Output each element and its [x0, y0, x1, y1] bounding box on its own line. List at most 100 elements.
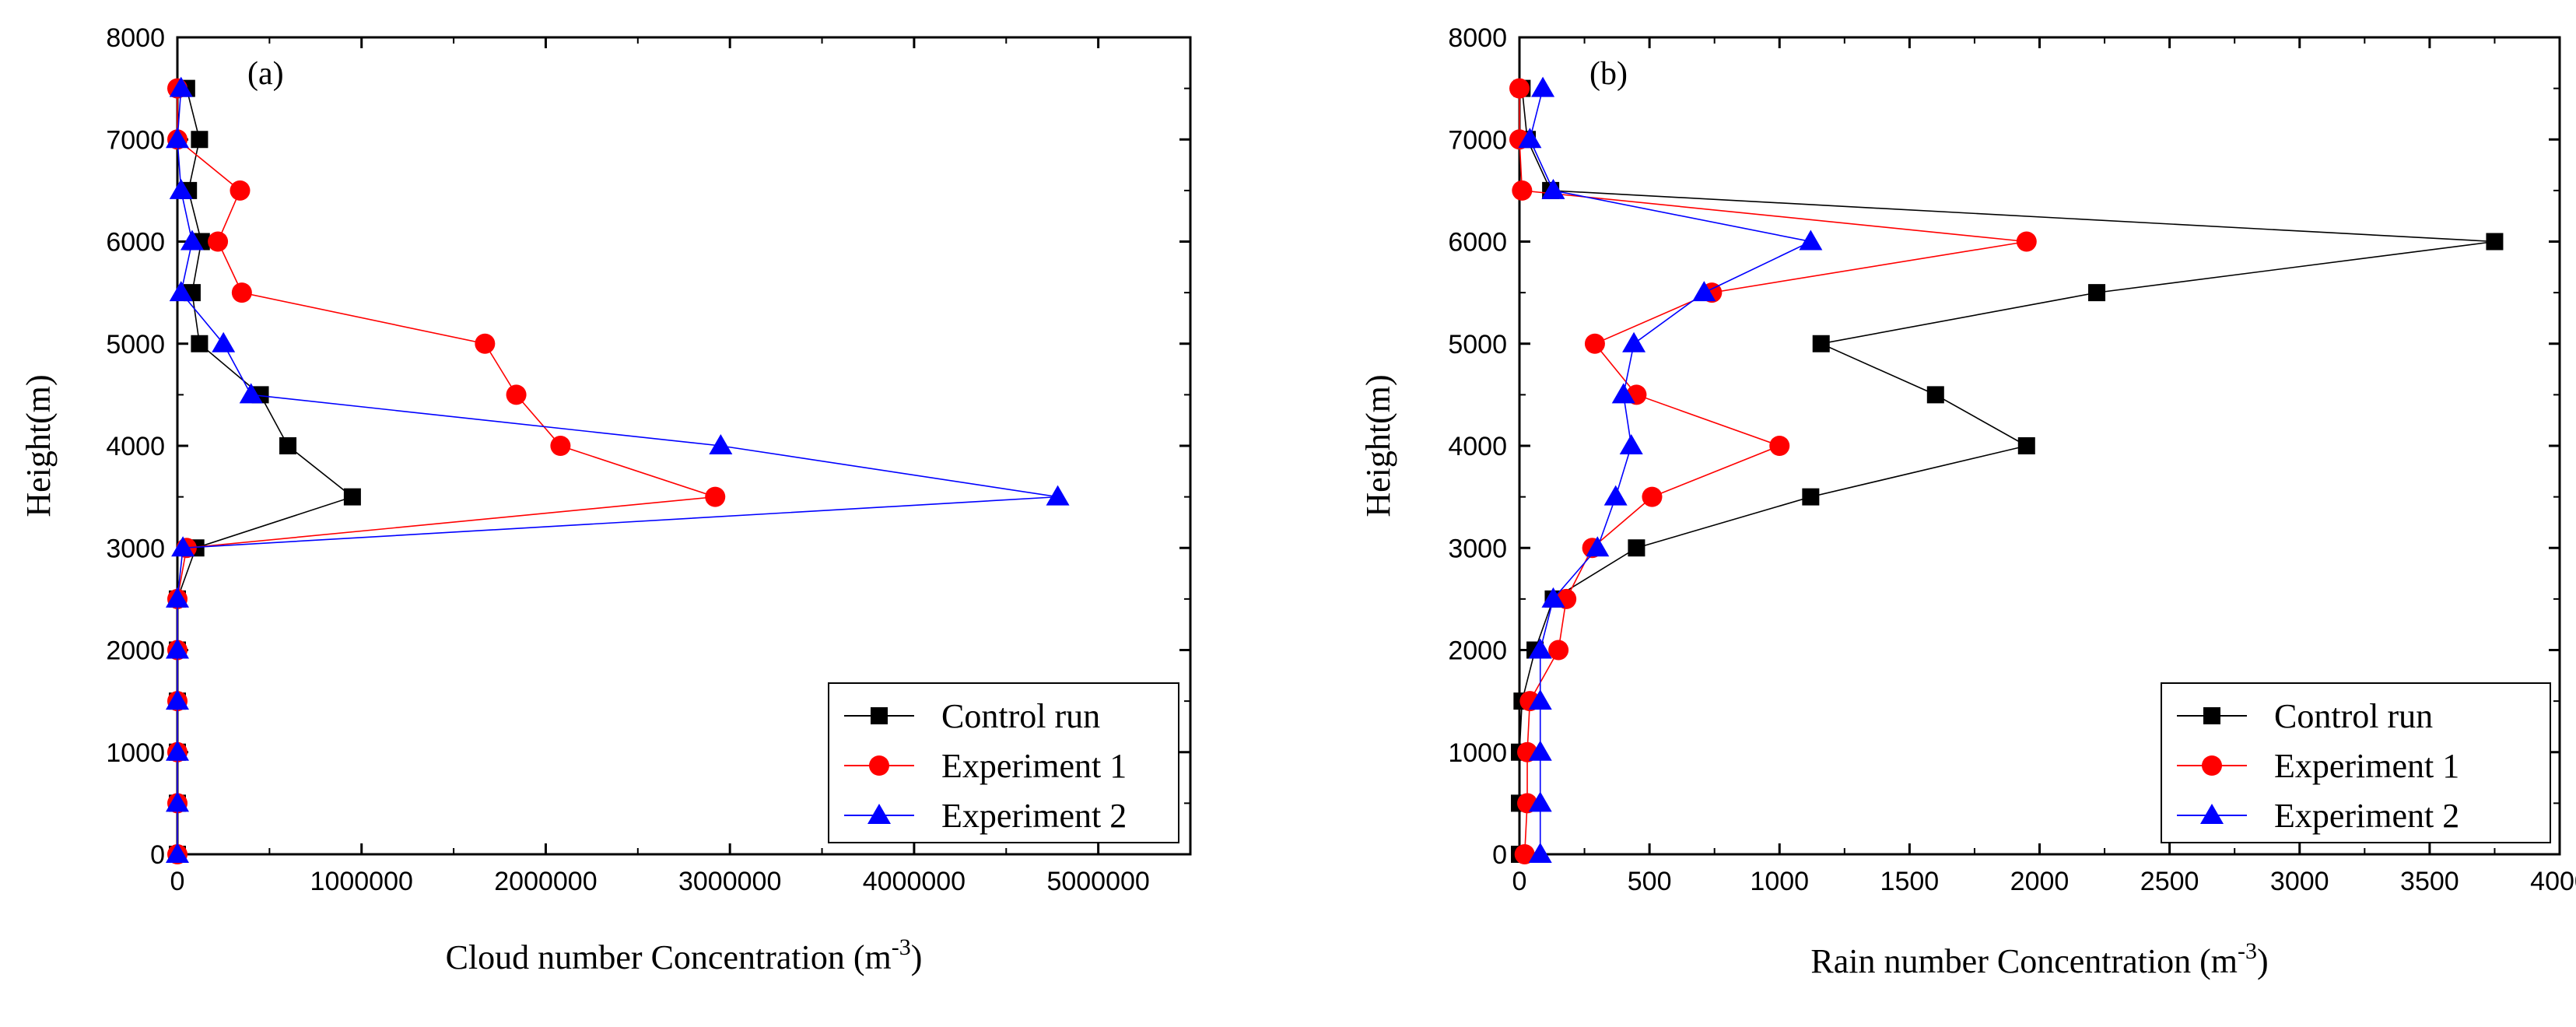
x-axis-title: Cloud number Concentration (m-3) [446, 934, 923, 976]
x-tick-label: 500 [1628, 867, 1672, 896]
y-tick-label: 5000 [106, 330, 165, 359]
data-point [1769, 436, 1790, 456]
x-tick-label: 2500 [2140, 867, 2199, 896]
data-point [1619, 434, 1643, 454]
data-point [166, 791, 189, 812]
x-tick-label: 1000000 [310, 867, 413, 896]
series-line [1519, 88, 2027, 855]
data-point [1528, 791, 1552, 812]
data-point [705, 486, 726, 507]
series-experiment-1 [1509, 78, 2037, 864]
y-tick-label: 7000 [106, 125, 165, 155]
data-point [166, 128, 189, 149]
data-point [1046, 485, 1070, 506]
y-tick-label: 2000 [106, 636, 165, 666]
data-point [1603, 485, 1628, 506]
legend-item: Experiment 2 [844, 797, 1127, 835]
x-tick-label: 3000000 [678, 867, 781, 896]
data-point [343, 488, 361, 506]
data-point [2017, 437, 2035, 454]
y-tick-label: 4000 [106, 432, 165, 461]
series-line [177, 88, 716, 854]
series-control-run [169, 79, 361, 863]
data-point [1926, 386, 1944, 404]
data-point [1528, 843, 1552, 863]
y-axis-title: Height(m) [1359, 374, 1397, 517]
data-point [169, 281, 193, 302]
data-point [1528, 689, 1552, 710]
data-point [506, 384, 527, 405]
x-tick-label: 1000 [1750, 867, 1809, 896]
series-experiment-1 [167, 78, 726, 864]
data-point [2016, 231, 2037, 252]
data-point [1512, 180, 1533, 201]
x-tick-label: 4000 [2530, 867, 2576, 896]
data-point [1548, 640, 1569, 661]
x-tick-label: 5000000 [1046, 867, 1149, 896]
data-point [1611, 383, 1635, 404]
data-point [1584, 333, 1605, 354]
y-tick-label: 3000 [106, 534, 165, 563]
y-tick-label: 8000 [106, 23, 165, 53]
legend-item: Control run [844, 697, 1100, 735]
data-point [191, 335, 209, 352]
data-point [1541, 178, 1565, 199]
data-point [166, 740, 189, 761]
series-line [177, 88, 354, 854]
data-point [1586, 536, 1610, 557]
x-tick-label: 3500 [2400, 867, 2459, 896]
data-point [180, 230, 204, 251]
series-experiment-2 [166, 76, 1070, 863]
data-point [1628, 539, 1645, 557]
data-point [169, 178, 193, 199]
data-point [166, 689, 189, 710]
series-line [1529, 88, 1813, 854]
x-tick-label: 2000000 [494, 867, 597, 896]
legend-marker [2200, 804, 2224, 824]
y-tick-label: 1000 [1448, 738, 1507, 768]
panel-b-rain-number: 0 500 1000 1500 2000 2500 3000 3500 4000 0 1000 200… [1359, 23, 2576, 980]
legend-label: Experiment 2 [2274, 797, 2459, 835]
y-tick-label: 3000 [1448, 534, 1507, 563]
y-tick-label: 1000 [106, 738, 165, 768]
y-tick-label: 4000 [1448, 432, 1507, 461]
x-tick-label: 1500 [1880, 867, 1940, 896]
legend-marker [869, 755, 889, 776]
y-tick-label: 8000 [1448, 23, 1507, 53]
data-point [1528, 740, 1552, 761]
data-point [709, 434, 733, 454]
data-point [1799, 230, 1823, 251]
data-point [230, 180, 251, 201]
data-point [1518, 128, 1542, 149]
data-point [279, 437, 297, 454]
legend-item: Experiment 1 [844, 747, 1127, 785]
data-point [1692, 281, 1716, 302]
y-tick-label: 7000 [1448, 125, 1507, 155]
x-tick-label: 0 [1512, 867, 1527, 896]
panel-a-cloud-number: 0 1000000 2000000 3000000 4000000 5000000 0 100… [19, 23, 1192, 976]
legend-marker [2203, 707, 2220, 724]
data-point [2486, 233, 2504, 251]
data-point [1509, 78, 1530, 99]
data-point [191, 131, 209, 149]
y-tick-label: 6000 [106, 228, 165, 258]
data-point [231, 282, 252, 303]
data-point [212, 331, 236, 352]
legend-label: Control run [941, 697, 1100, 735]
legend-item: Control run [2177, 697, 2433, 735]
panel-label: (b) [1589, 56, 1628, 92]
legend-marker [871, 707, 888, 724]
legend-item: Experiment 2 [2177, 797, 2459, 835]
data-point [1531, 76, 1555, 97]
y-tick-label: 2000 [1448, 636, 1507, 666]
series-experiment-2 [1518, 76, 1823, 863]
y-tick-label: 0 [150, 840, 165, 870]
y-tick-label: 5000 [1448, 330, 1507, 359]
y-tick-label: 6000 [1448, 228, 1507, 258]
data-point [1622, 331, 1646, 352]
data-point [1541, 587, 1565, 608]
data-point [2088, 284, 2106, 302]
data-point [208, 231, 229, 252]
panel-label: (a) [247, 56, 284, 92]
x-axis-title: Rain number Concentration (m-3) [1810, 938, 2268, 980]
